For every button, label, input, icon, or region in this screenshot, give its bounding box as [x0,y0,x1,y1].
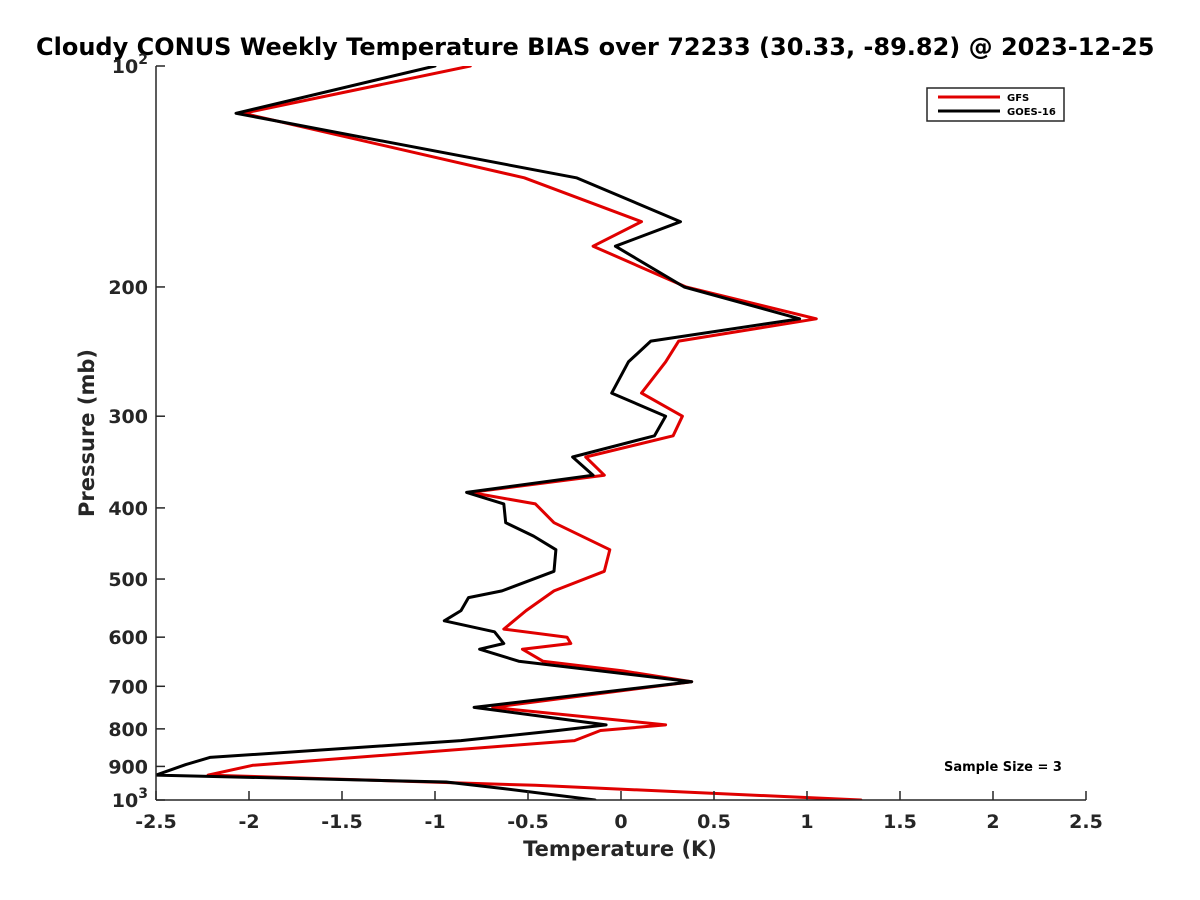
legend-label-gfs: GFS [1007,93,1029,104]
series-line-goes-16 [156,66,802,800]
x-tick-label: -0.5 [507,811,549,833]
x-tick-label: 2 [986,811,999,833]
y-tick-label: 103 [112,786,148,812]
sample-size-annotation: Sample Size = 3 [944,760,1062,775]
y-tick-label: 700 [108,676,148,698]
y-tick-label: 500 [108,569,148,591]
y-tick-label: 200 [108,277,148,299]
series-line-gfs [206,66,863,800]
legend-box [926,87,1065,122]
y-tick-label: 400 [108,498,148,520]
x-tick-label: 0 [614,811,627,833]
x-axis-label: Temperature (K) [523,837,717,861]
y-tick-label: 600 [108,627,148,649]
y-tick-label: 102 [112,52,148,78]
x-tick-label: -1.5 [321,811,363,833]
legend-label-goes-16: GOES-16 [1007,107,1056,118]
y-tick-label: 800 [108,719,148,741]
x-tick-label: 0.5 [697,811,731,833]
y-tick-label: 300 [108,406,148,428]
x-tick-label: -2.5 [135,811,177,833]
x-tick-label: -2 [238,811,259,833]
chart-title: Cloudy CONUS Weekly Temperature BIAS ove… [36,33,1154,61]
y-axis-label: Pressure (mb) [75,349,99,517]
x-tick-label: -1 [424,811,445,833]
x-tick-label: 2.5 [1069,811,1103,833]
x-tick-label: 1.5 [883,811,917,833]
x-tick-label: 1 [800,811,813,833]
y-tick-label: 900 [108,756,148,778]
